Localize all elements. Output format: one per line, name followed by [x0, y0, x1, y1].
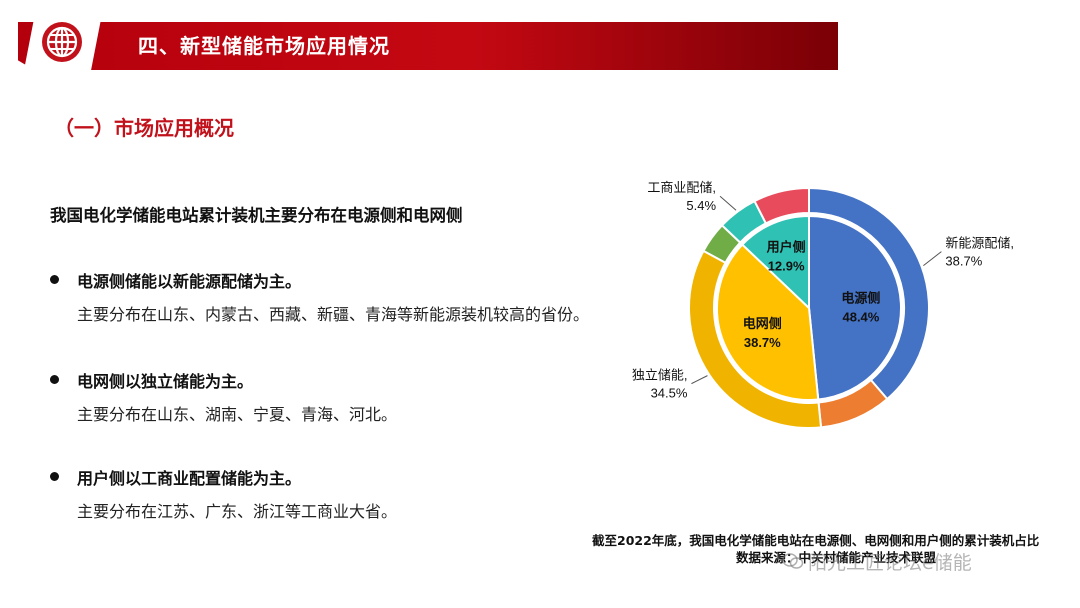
chart-labels: 电源侧 48.4% 电网侧 38.7% 用户侧 12.9% 新能源配储, 38.7% 独立储能,…	[632, 180, 1014, 400]
globe-icon	[42, 22, 82, 62]
bullet-dot-icon	[50, 472, 59, 481]
bullet-description: 主要分布在江苏、广东、浙江等工商业大省。	[77, 502, 398, 521]
page-title: 四、新型储能市场应用情况	[138, 34, 390, 58]
bullet-heading: 电源侧储能以新能源配储为主。	[77, 272, 302, 291]
inner-label-name: 电源侧	[841, 290, 880, 305]
title-banner	[18, 22, 838, 70]
inner-label-value: 48.4%	[842, 309, 879, 324]
bullet-description: 主要分布在山东、内蒙古、西藏、新疆、青海等新能源装机较高的省份。	[77, 305, 590, 324]
inner-slice-1	[716, 243, 820, 401]
inner-ring	[716, 214, 902, 401]
outer-label-value: 5.4%	[686, 198, 716, 213]
inner-label-name: 电网侧	[743, 316, 782, 331]
bullet-heading: 用户侧以工商业配置储能为主。	[77, 469, 302, 488]
outer-label-value: 34.5%	[651, 386, 688, 401]
outer-label-name: 新能源配储,	[945, 236, 1014, 251]
bullet-dot-icon	[50, 375, 59, 384]
bullet-heading: 电网侧以独立储能为主。	[77, 372, 254, 391]
watermark: 阳光工匠论坛e储能	[782, 548, 972, 575]
wechat-icon	[782, 553, 804, 569]
watermark-text: 阳光工匠论坛e储能	[808, 552, 972, 574]
slide-subtitle: 我国电化学储能电站累计装机主要分布在电源侧和电网侧	[50, 206, 463, 225]
outer-label-name: 独立储能,	[632, 368, 688, 383]
section-title: （一）市场应用概况	[54, 116, 234, 140]
leader-line	[923, 251, 942, 266]
bullet-description: 主要分布在山东、湖南、宁夏、青海、河北。	[77, 405, 398, 424]
inner-label-value: 38.7%	[744, 335, 781, 350]
chart-caption: 截至2022年底，我国电化学储能电站在电源侧、电网侧和用户侧的累计装机占比	[592, 533, 1040, 548]
inner-slice-0	[808, 214, 902, 401]
inner-slice-2	[740, 214, 810, 311]
outer-label-value: 38.7%	[945, 254, 982, 269]
leader-line	[719, 195, 737, 211]
inner-label-value: 12.9%	[768, 259, 805, 274]
chart-source: 数据来源：中关村储能产业技术联盟	[736, 550, 937, 565]
leader-line	[691, 375, 708, 385]
outer-label-name: 工商业配储,	[647, 180, 716, 195]
donut-chart: 电源侧 48.4% 电网侧 38.7% 用户侧 12.9% 新能源配储, 38.7% 独立储能,…	[632, 180, 1014, 429]
inner-label-name: 用户侧	[766, 240, 806, 255]
bullet-dot-icon	[50, 275, 59, 284]
